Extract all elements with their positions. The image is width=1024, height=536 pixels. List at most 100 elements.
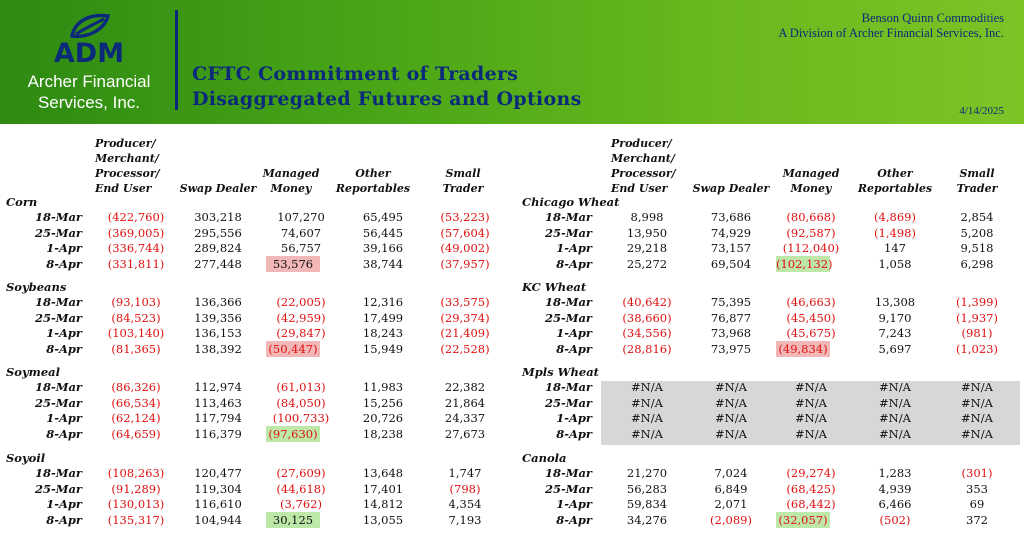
table-cell: 136,153: [194, 326, 242, 340]
row-date-label: 18-Mar: [34, 380, 82, 394]
table-cell: 7,024: [714, 466, 748, 480]
table-cell: (86,326): [111, 380, 161, 394]
table-cell: 303,218: [194, 210, 242, 224]
table-cell: 4,354: [448, 497, 482, 511]
table-cell: (53,223): [440, 210, 490, 224]
col-header-producer-line: Producer/: [95, 137, 156, 150]
row-date-label: 8-Apr: [46, 341, 82, 356]
row-date-label: 25-Mar: [34, 310, 82, 325]
col-header-small-line: Small: [959, 167, 995, 180]
table-cell: 18,243: [362, 326, 404, 340]
table-cell: #N/A: [631, 380, 663, 394]
col-header-managed-line: Managed: [782, 167, 840, 180]
table-cell: (32,057): [776, 511, 830, 528]
table-cell: #N/A: [795, 426, 827, 441]
col-header-producer-line: Producer/: [611, 137, 672, 150]
table-cell: 20,726: [362, 411, 404, 425]
table-cell: 21,864: [444, 395, 486, 410]
col-header-small-line: Trader: [442, 182, 484, 195]
table-cell: 15,256: [362, 395, 404, 410]
table-cell: 138,392: [194, 341, 242, 356]
page-title: CFTC Commitment of Traders Disaggregated…: [192, 62, 582, 112]
adm-logo: ADM Archer Financial Services, Inc.: [14, 8, 164, 118]
table-cell: 24,337: [444, 411, 486, 425]
table-cell: (80,668): [786, 210, 836, 224]
table-cell: 5,208: [960, 225, 994, 240]
table-cell: (33,575): [440, 295, 490, 309]
row-date-label: 18-Mar: [544, 295, 592, 309]
table-cell: 73,975: [710, 341, 752, 356]
table-cell: 11,983: [362, 380, 404, 394]
table-cell: 8,998: [630, 210, 664, 224]
table-cell: (102,132): [776, 255, 833, 272]
row-date-label: 1-Apr: [46, 241, 82, 255]
table-cell: (64,659): [111, 426, 161, 441]
row-date-label: 25-Mar: [544, 225, 592, 240]
table-cell: #N/A: [715, 411, 747, 425]
table-cell: 13,055: [362, 512, 404, 527]
col-header-small-line: Trader: [956, 182, 998, 195]
table-cell: 73,157: [710, 241, 752, 255]
table-cell: #N/A: [879, 426, 911, 441]
logo-text: ADM: [53, 38, 125, 69]
table-cell: 4,939: [878, 481, 912, 496]
table-cell: 14,812: [362, 497, 404, 511]
table-cell: (22,528): [440, 341, 490, 356]
table-cell: 65,495: [362, 210, 404, 224]
table-cell: #N/A: [795, 395, 827, 410]
table-cell: (45,675): [786, 326, 836, 340]
table-cell: 56,757: [280, 241, 322, 255]
table-cell: (100,733): [272, 411, 330, 425]
row-date-label: 8-Apr: [556, 256, 592, 271]
table-cell: (336,744): [107, 241, 165, 255]
table-cell: 30,125: [266, 511, 320, 528]
col-header-other-line: Other: [877, 167, 913, 180]
row-date-label: 8-Apr: [46, 256, 82, 271]
table-cell: 9,518: [960, 241, 994, 255]
table-cell: (301): [961, 466, 993, 480]
table-cell: (502): [879, 512, 911, 527]
table-cell: (28,816): [622, 341, 672, 356]
table-cell: (2,089): [710, 512, 752, 527]
table-cell: 27,673: [444, 426, 486, 441]
section-title: KC Wheat: [522, 280, 587, 294]
table-cell: 34,276: [626, 512, 668, 527]
col-header-producer-line: End User: [611, 182, 668, 195]
table-cell: #N/A: [715, 380, 747, 394]
table-cell: (130,013): [107, 497, 165, 511]
row-date-label: 8-Apr: [556, 426, 592, 441]
table-cell: (29,274): [786, 466, 836, 480]
table-cell: (61,013): [276, 380, 326, 394]
table-cell: 75,395: [710, 295, 752, 309]
col-header-managed-line: Money: [790, 182, 832, 195]
table-cell: (135,317): [107, 512, 165, 527]
table-cell: 2,854: [960, 210, 994, 224]
table-cell: (42,959): [276, 310, 326, 325]
leaf-icon: [69, 13, 111, 39]
table-cell: 17,401: [362, 481, 404, 496]
row-date-label: 8-Apr: [46, 512, 82, 527]
table-cell: 15,949: [362, 341, 404, 356]
company-name-line1: Archer Financial: [27, 72, 151, 91]
section-title: Chicago Wheat: [522, 195, 620, 209]
table-cell: 116,379: [194, 426, 242, 441]
section-title: Canola: [522, 451, 567, 465]
table-cell: (22,005): [276, 295, 326, 309]
table-cell: (84,523): [111, 310, 161, 325]
table-cell: 107,270: [277, 210, 325, 224]
table-cell: (40,642): [622, 295, 672, 309]
row-date-label: 1-Apr: [556, 326, 592, 340]
col-header-other-line: Reportables: [857, 182, 933, 195]
row-date-label: 18-Mar: [34, 295, 82, 309]
table-cell: 116,610: [194, 497, 242, 511]
row-date-label: 25-Mar: [34, 395, 82, 410]
divider: [175, 10, 178, 110]
table-cell: (84,050): [276, 395, 326, 410]
table-cell: (91,289): [111, 481, 161, 496]
row-date-label: 8-Apr: [46, 426, 82, 441]
table-cell: (21,409): [440, 326, 490, 340]
table-cell: #N/A: [631, 411, 663, 425]
row-date-label: 25-Mar: [34, 481, 82, 496]
row-date-label: 1-Apr: [556, 411, 592, 425]
section-title: Soyoil: [6, 451, 46, 465]
